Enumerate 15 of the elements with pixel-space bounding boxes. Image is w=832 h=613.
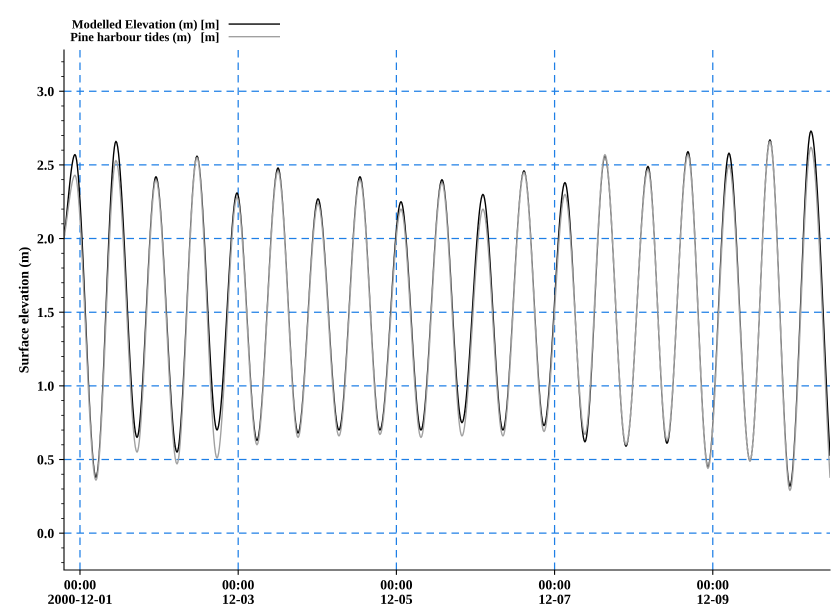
x-tick-label: 00:00 2000-12-01 (48, 580, 112, 604)
x-tick-label: 00:00 12-07 (538, 580, 570, 604)
x-tick-label: 00:00 12-09 (697, 580, 728, 604)
y-tick-label: 3.0 (37, 86, 54, 96)
y-axis-title: Surface elevation (m) (18, 247, 32, 373)
legend-label: Modelled Elevation (m) [m] (72, 20, 218, 32)
y-tick-label: 1.5 (38, 308, 54, 318)
legend-label: Pine harbour tides (m) [m] (70, 32, 218, 44)
x-tick-label: 00:00 12-03 (222, 580, 254, 604)
y-tick-label: 1.0 (38, 381, 54, 391)
x-tick-label: 00:00 12-05 (380, 580, 412, 604)
y-tick-label: 2.0 (38, 234, 54, 244)
y-tick-label: 0.5 (37, 455, 54, 465)
y-tick-label: 0.0 (37, 528, 54, 538)
y-tick-label: 2.5 (38, 160, 54, 170)
